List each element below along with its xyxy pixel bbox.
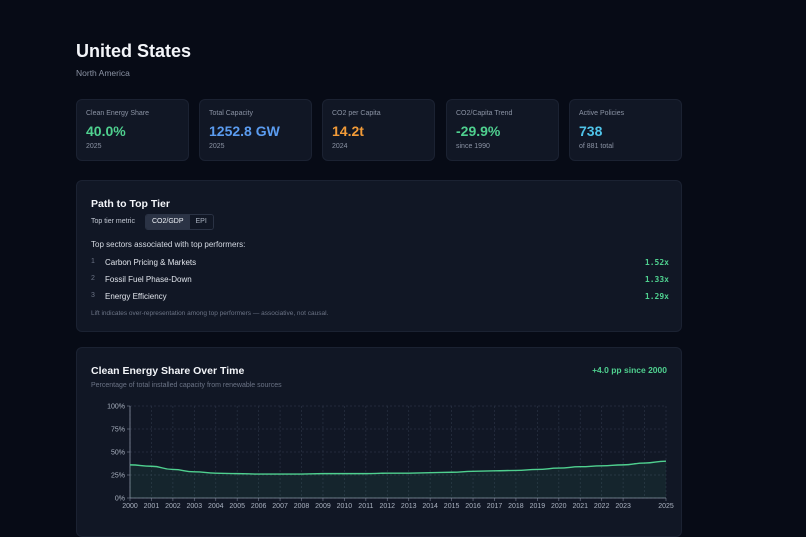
x-tick-label: 2022 xyxy=(594,503,610,510)
sector-name: Carbon Pricing & Markets xyxy=(105,258,197,267)
y-tick-label: 25% xyxy=(111,473,125,480)
x-tick-label: 2018 xyxy=(508,503,524,510)
series-line xyxy=(129,460,667,475)
stat-label: Clean Energy Share xyxy=(86,110,150,117)
metric-toggle: CO2/GDP EPI xyxy=(145,214,214,230)
x-tick-label: 2014 xyxy=(422,503,438,510)
stat-card-active-policies: Active Policies 738 of 881 total xyxy=(569,99,682,161)
sector-row: 3 Energy Efficiency 1.29x xyxy=(91,292,669,304)
sector-lift: 1.33x xyxy=(644,275,669,284)
x-tick-label: 2013 xyxy=(401,503,417,510)
sector-rank: 3 xyxy=(91,292,95,299)
x-tick-label: 2019 xyxy=(530,503,546,510)
series-area xyxy=(130,461,666,498)
stat-card-clean-energy: Clean Energy Share 40.0% 2025 xyxy=(76,99,189,161)
sector-name: Fossil Fuel Phase-Down xyxy=(105,275,192,284)
page-title: United States xyxy=(76,41,192,61)
sector-rank: 2 xyxy=(91,275,95,282)
panel-title: Path to Top Tier xyxy=(91,198,170,210)
x-tick-label: 2015 xyxy=(444,503,460,510)
sector-lift: 1.29x xyxy=(644,292,669,301)
x-tick-label: 2002 xyxy=(165,503,181,510)
stat-sub: since 1990 xyxy=(456,143,490,150)
y-tick-label: 50% xyxy=(111,450,125,457)
y-tick-label: 100% xyxy=(107,404,125,411)
disclaimer-note: Lift indicates over-representation among… xyxy=(91,310,329,317)
chart-subtitle: Percentage of total installed capacity f… xyxy=(91,382,282,389)
y-tick-label: 0% xyxy=(115,496,125,503)
x-tick-label: 2012 xyxy=(379,503,395,510)
y-tick-label: 75% xyxy=(111,427,125,434)
x-tick-label: 2008 xyxy=(294,503,310,510)
stat-sub: 2025 xyxy=(209,143,225,150)
stat-label: CO2 per Capita xyxy=(332,110,381,117)
stat-card-co2-per-capita: CO2 per Capita 14.2t 2024 xyxy=(322,99,435,161)
stat-value: -29.9% xyxy=(456,123,501,139)
stat-sub: 2024 xyxy=(332,143,348,150)
x-tick-label: 2005 xyxy=(229,503,245,510)
sector-name: Energy Efficiency xyxy=(105,292,167,301)
x-tick-label: 2000 xyxy=(122,503,138,510)
x-tick-label: 2016 xyxy=(465,503,481,510)
x-tick-label: 2025 xyxy=(658,503,674,510)
x-tick-label: 2020 xyxy=(551,503,567,510)
x-tick-label: 2003 xyxy=(187,503,203,510)
x-tick-label: 2021 xyxy=(572,503,588,510)
x-tick-label: 2001 xyxy=(144,503,160,510)
stat-label: CO2/Capita Trend xyxy=(456,110,513,117)
x-tick-label: 2006 xyxy=(251,503,267,510)
x-tick-label: 2009 xyxy=(315,503,331,510)
x-tick-label: 2023 xyxy=(615,503,631,510)
sector-rank: 1 xyxy=(91,258,95,265)
stat-value: 1252.8 GW xyxy=(209,123,280,139)
sector-row: 1 Carbon Pricing & Markets 1.52x xyxy=(91,258,669,270)
metric-option-epi[interactable]: EPI xyxy=(189,215,213,229)
path-to-top-tier-panel: Path to Top Tier Top tier metric CO2/GDP… xyxy=(76,180,682,332)
x-tick-label: 2007 xyxy=(272,503,288,510)
x-tick-label: 2010 xyxy=(337,503,353,510)
region-subtitle: North America xyxy=(76,68,130,78)
change-badge: +4.0 pp since 2000 xyxy=(592,365,667,375)
clean-energy-chart: 0% 25% 50% 75% 100% 2000 2001 2002 2003 2004 2005 2… xyxy=(107,404,674,511)
stat-value: 14.2t xyxy=(332,123,364,139)
chart-title: Clean Energy Share Over Time xyxy=(91,365,245,377)
metric-option-co2-gdp[interactable]: CO2/GDP xyxy=(146,215,190,229)
stat-label: Total Capacity xyxy=(209,110,253,117)
x-tick-label: 2017 xyxy=(487,503,503,510)
sectors-heading: Top sectors associated with top performe… xyxy=(91,240,246,249)
stat-card-total-capacity: Total Capacity 1252.8 GW 2025 xyxy=(199,99,312,161)
clean-energy-chart-panel: Clean Energy Share Over Time +4.0 pp sin… xyxy=(76,347,682,537)
sector-row: 2 Fossil Fuel Phase-Down 1.33x xyxy=(91,275,669,287)
metric-label: Top tier metric xyxy=(91,218,135,225)
stat-label: Active Policies xyxy=(579,110,625,117)
x-tick-label: 2011 xyxy=(358,503,373,510)
stat-value: 40.0% xyxy=(86,123,126,139)
stat-sub: 2025 xyxy=(86,143,102,150)
sector-lift: 1.52x xyxy=(644,258,669,267)
stat-card-co2-trend: CO2/Capita Trend -29.9% since 1990 xyxy=(446,99,559,161)
x-tick-label: 2004 xyxy=(208,503,224,510)
stat-sub: of 881 total xyxy=(579,143,614,150)
stat-value: 738 xyxy=(579,123,603,139)
